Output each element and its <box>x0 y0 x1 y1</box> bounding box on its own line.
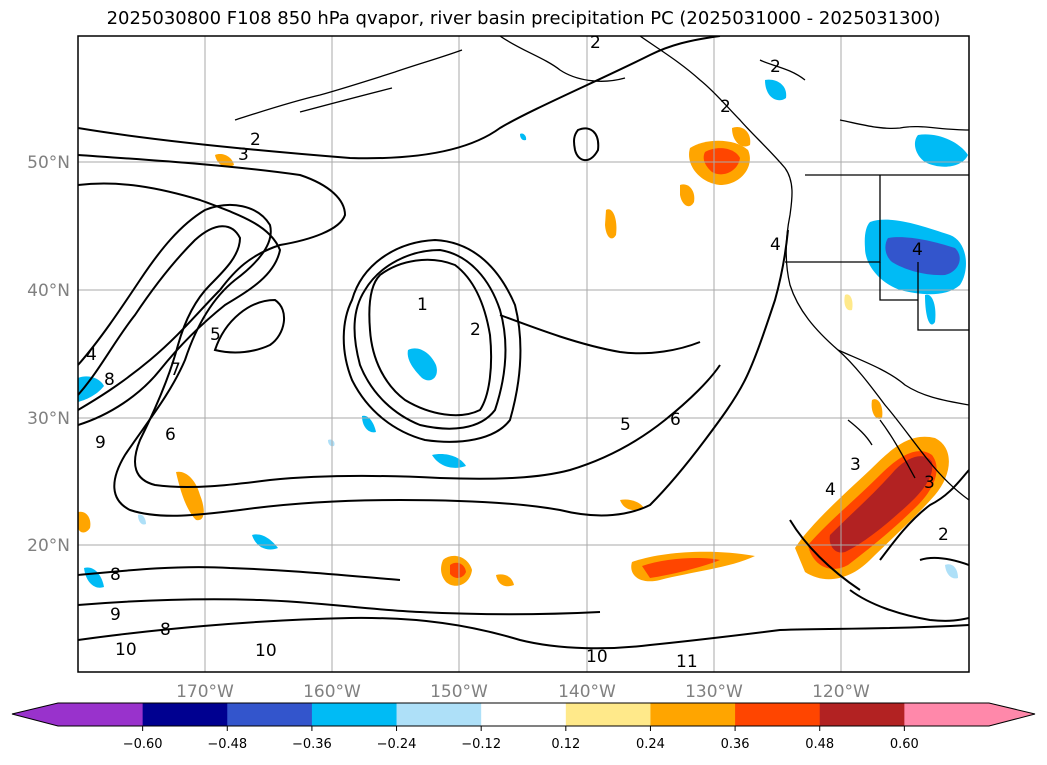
colorbar-tick-label: −0.36 <box>292 737 332 752</box>
colorbar-tick-label: 0.48 <box>805 737 834 752</box>
colorbar-cell <box>819 703 905 726</box>
contour-label: 10 <box>115 640 137 660</box>
contour-label: 8 <box>110 565 121 585</box>
contour-label: 9 <box>110 605 121 625</box>
colorbar-tick-label: 0.60 <box>890 737 919 752</box>
contour-label: 4 <box>825 480 836 500</box>
colorbar-tick-label: −0.12 <box>461 737 501 752</box>
colorbar: −0.60 −0.48 −0.36 −0.24 −0.12 0.12 0.24 0.36 0.4… <box>11 702 1036 752</box>
contour-label: 7 <box>170 360 181 380</box>
contour-label: 4 <box>86 345 97 365</box>
colorbar-cell <box>904 703 990 726</box>
colorbar-tick-label: 0.24 <box>636 737 665 752</box>
colorbar-cell <box>142 703 228 726</box>
lon-label-140w: 140°W <box>558 682 616 702</box>
colorbar-under-arrow <box>12 703 58 726</box>
latitude-labels: 50°N 40°N 30°N 20°N <box>27 153 70 556</box>
longitude-labels: 170°W 160°W 150°W 140°W 130°W 120°W <box>176 682 870 702</box>
colorbar-cell <box>396 703 482 726</box>
lon-label-150w: 150°W <box>430 682 488 702</box>
contour-label: 10 <box>586 647 608 667</box>
plot-frame <box>77 35 970 673</box>
contour-label: 8 <box>160 620 171 640</box>
contour-label: 3 <box>238 145 249 165</box>
lon-label-160w: 160°W <box>303 682 361 702</box>
contour-label: 6 <box>165 425 176 445</box>
colorbar-cell <box>227 703 313 726</box>
map-title: 2025030800 F108 850 hPa qvapor, river ba… <box>106 8 941 29</box>
lat-label-30n: 30°N <box>27 409 70 429</box>
lon-label-170w: 170°W <box>176 682 234 702</box>
lon-label-120w: 120°W <box>812 682 870 702</box>
lat-label-40n: 40°N <box>27 281 70 301</box>
contour-label: 4 <box>912 240 923 260</box>
qvapor-contours <box>78 36 969 650</box>
coastlines <box>234 36 969 501</box>
colorbar-tick-label: 0.36 <box>721 737 750 752</box>
colorbar-cell <box>58 703 144 726</box>
contour-label: 4 <box>770 235 781 255</box>
gridlines <box>78 36 969 672</box>
contour-label: 10 <box>255 641 277 661</box>
contour-label: 2 <box>938 525 949 545</box>
colorbar-cell <box>735 703 821 726</box>
colorbar-tick-label: −0.24 <box>377 737 417 752</box>
lon-label-130w: 130°W <box>685 682 743 702</box>
contour-label: 2 <box>590 33 601 53</box>
contour-label: 1 <box>417 295 428 315</box>
contour-label: 6 <box>670 410 681 430</box>
contour-label: 3 <box>924 473 935 493</box>
lat-label-20n: 20°N <box>27 536 70 556</box>
colorbar-cell <box>565 703 651 726</box>
contour-label: 5 <box>620 415 631 435</box>
contour-label: 2 <box>770 57 781 77</box>
colorbar-tick-label: −0.48 <box>207 737 247 752</box>
lat-label-50n: 50°N <box>27 153 70 173</box>
contour-label: 5 <box>210 325 221 345</box>
colorbar-tick-label: −0.60 <box>123 737 163 752</box>
contour-label: 2 <box>250 130 261 150</box>
contour-label: 3 <box>850 455 861 475</box>
contour-label: 2 <box>470 320 481 340</box>
colorbar-cell <box>650 703 736 726</box>
colorbar-over-arrow <box>989 703 1035 726</box>
precip-shading <box>78 79 968 588</box>
colorbar-tick-label: 0.12 <box>551 737 580 752</box>
colorbar-cell <box>481 703 567 726</box>
contour-label: 11 <box>676 652 698 672</box>
colorbar-cell <box>311 703 398 726</box>
contour-label: 8 <box>104 370 115 390</box>
contour-labels: 1 2 2 2 2 2 2 3 3 3 4 4 4 4 5 5 6 6 7 8 … <box>86 33 949 672</box>
contour-label: 9 <box>95 433 106 453</box>
contour-label: 2 <box>720 97 731 117</box>
